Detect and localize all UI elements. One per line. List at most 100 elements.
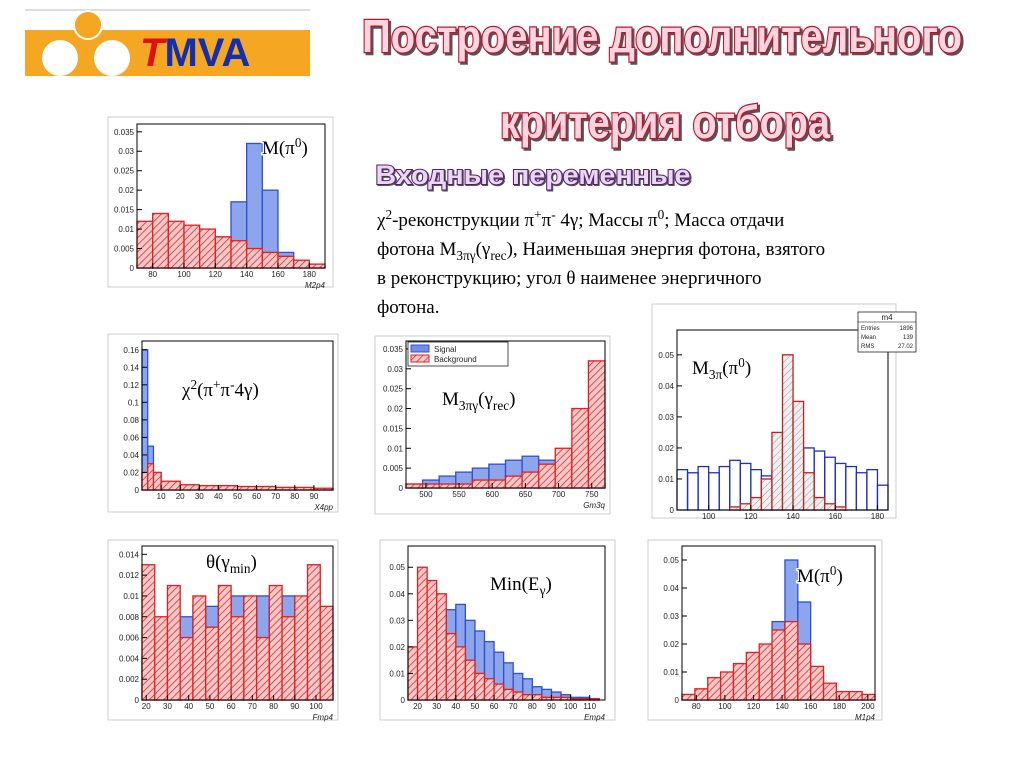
y-tick-label: 0.006	[119, 634, 140, 643]
bin	[802, 472, 815, 511]
y-tick-label: 0.05	[658, 351, 674, 360]
bin	[179, 636, 194, 701]
bin	[554, 447, 573, 489]
bin	[277, 255, 295, 269]
x-tick-label: 550	[452, 490, 466, 499]
bin	[217, 484, 239, 491]
x-tick-label: 100	[702, 512, 716, 521]
x-tick-label: 160	[804, 702, 818, 711]
text-run: M	[442, 389, 459, 410]
x-tick-label: 180	[871, 512, 885, 521]
description-line: фотона M3πγ(γrec), Наименьшая энергия фо…	[377, 239, 825, 263]
plot-area	[136, 123, 326, 269]
text-run: )	[745, 358, 751, 379]
plot-area	[141, 545, 334, 701]
y-tick-label: 0.02	[123, 468, 139, 477]
text-run: ; Масса отдачи	[664, 210, 784, 231]
bin	[483, 678, 495, 701]
bin	[217, 584, 232, 701]
bin	[732, 662, 747, 701]
y-tick-label: 0.004	[119, 654, 140, 663]
x-tick-label: 50	[233, 492, 242, 501]
x-tick-label: 90	[309, 492, 318, 501]
logo-circle	[42, 40, 78, 76]
y-tick-label: 0.02	[118, 186, 134, 195]
y-tick-label: 0.14	[123, 363, 139, 372]
x-tick-label: 70	[509, 702, 518, 711]
x-tick-label: 20	[176, 492, 185, 501]
bin	[512, 691, 524, 701]
x-tick-label: 90	[547, 702, 556, 711]
bin	[587, 360, 606, 489]
bin	[792, 400, 805, 511]
bin	[293, 259, 310, 269]
bin	[771, 629, 786, 701]
bin	[504, 475, 523, 489]
plots: 80 100 120 140 160 18000.0050.010.0150.020.02…	[107, 116, 917, 722]
text-run: χ	[376, 210, 386, 231]
text-run: ), Наименьшая энергия фотона, взятого	[507, 239, 826, 260]
bin	[531, 694, 543, 701]
x-tick-label: 30	[195, 492, 204, 501]
bin	[255, 636, 270, 701]
axis-name: Emp4	[584, 713, 605, 722]
histogram: 10 20 30 40 50 60 70 80 90 0 0.02 0.04 0.06 0.08 0.1 0.…	[107, 333, 339, 513]
legend-swatch	[410, 344, 430, 353]
text-run: θ(γ	[206, 552, 230, 573]
text-run: 0	[658, 207, 665, 222]
bin	[246, 247, 263, 269]
plot-area	[405, 340, 606, 489]
text-run: (γ	[478, 389, 493, 410]
bin	[813, 496, 826, 511]
bin	[255, 485, 277, 491]
text-run: γ	[539, 583, 546, 598]
bin	[502, 688, 514, 701]
x-tick-label: 600	[486, 490, 500, 499]
y-tick-label: 0.03	[658, 413, 674, 422]
stats-value: 27.02	[898, 344, 914, 350]
x-tick-label: 50	[470, 702, 479, 711]
stats-key: Entries	[861, 326, 880, 332]
y-tick-label: 0.02	[387, 405, 403, 414]
x-tick-label: 80	[269, 702, 278, 711]
text-run: π	[221, 380, 231, 401]
plot-label: M3πγ(γrec)	[442, 389, 515, 413]
bin	[445, 632, 457, 701]
bin	[136, 220, 154, 269]
y-tick-label: 0.05	[663, 556, 679, 565]
text-run: фотона.	[377, 297, 439, 318]
bin	[474, 672, 486, 701]
text-run: -	[230, 377, 234, 392]
legend-label: Background	[434, 355, 477, 364]
bin	[154, 616, 169, 701]
plot-area	[676, 329, 889, 511]
x-tick-label: 70	[248, 702, 257, 711]
y-tick-label: 0.04	[658, 382, 674, 391]
text-run: π	[542, 210, 552, 231]
x-tick-label: 160	[271, 270, 285, 279]
y-tick-label: 0.04	[663, 584, 679, 593]
text-run: 3πγ	[456, 248, 475, 263]
x-tick-label: 200	[861, 702, 875, 711]
bin	[152, 212, 169, 269]
bin	[319, 605, 334, 701]
legend-label: Signal	[434, 345, 456, 354]
x-tick-label: 60	[227, 702, 236, 711]
x-tick-label: 120	[744, 512, 758, 521]
bin	[571, 407, 590, 489]
bin	[416, 566, 428, 701]
y-tick-label: 0.03	[663, 612, 679, 621]
x-tick-label: 140	[240, 270, 254, 279]
y-tick-label: 0.03	[389, 616, 405, 625]
logo-circle	[94, 40, 130, 76]
bin	[198, 484, 220, 491]
x-tick-label: 10	[157, 492, 166, 501]
bin	[405, 483, 424, 489]
text-run: 4γ; Массы π	[556, 210, 658, 231]
y-tick-label: 0.06	[123, 433, 139, 442]
stats-key: RMS	[861, 344, 874, 350]
stats-frame	[857, 311, 917, 353]
